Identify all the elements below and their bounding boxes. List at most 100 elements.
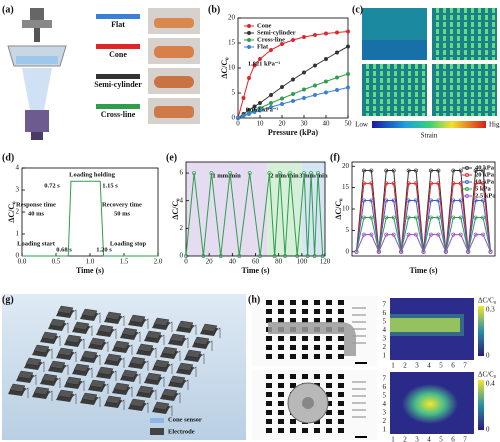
h-x-tick: 2 (403, 436, 407, 442)
data-point (335, 75, 339, 80)
cone-sensor (65, 376, 82, 386)
x-axis-label: Time (s) (409, 266, 437, 275)
panel-label: (h) (248, 294, 260, 305)
x-tick-label: 0.0 (18, 258, 27, 266)
cone-sensor (185, 349, 202, 359)
sensor-pixel (326, 354, 332, 359)
data-point (241, 114, 246, 118)
h-y-tick: 7 (383, 375, 387, 383)
cone-sensor (137, 343, 154, 353)
cone-sensor (145, 372, 162, 382)
legend-marker (247, 38, 251, 42)
data-point (313, 33, 317, 37)
cone-sensor (73, 363, 90, 373)
y-tick-label: 10 (228, 64, 236, 72)
h-x-tick: 5 (439, 362, 443, 370)
sensor-pixel (266, 401, 272, 406)
data-point (236, 116, 240, 120)
data-point (184, 254, 188, 258)
colorbar-high: Hight (489, 121, 500, 129)
plot-frame (351, 161, 496, 257)
sensor-pixel (326, 419, 332, 424)
data-point (302, 70, 306, 75)
sensor-pixel (314, 419, 320, 424)
annotation: Recovery time (102, 201, 142, 208)
data-point (384, 168, 389, 173)
sensor-pixel (278, 428, 284, 433)
colorbar-max: 0.4 (486, 380, 495, 388)
cone-sensor (81, 350, 98, 360)
cone-sensor (9, 383, 26, 393)
cone-sensor (89, 379, 106, 389)
sensor-pixel (338, 383, 344, 388)
cone-sensor (121, 327, 138, 337)
x-tick-label: 20 (279, 120, 287, 128)
y-tick-label: 5 (346, 226, 350, 234)
data-point (421, 249, 426, 254)
sensor-pixel (290, 354, 296, 359)
data-point (302, 35, 306, 39)
legend-label: 2.5 kPa (475, 192, 496, 199)
sensor-pixel (338, 374, 344, 379)
region (186, 162, 268, 256)
h-y-tick: 3 (383, 335, 387, 343)
data-point (369, 232, 374, 237)
y-tick-label: 20 (228, 14, 236, 22)
data-point (280, 102, 284, 106)
sensor-pixel (338, 345, 344, 350)
data-point (436, 181, 441, 186)
data-point (376, 249, 381, 254)
series-line (185, 172, 324, 257)
data-point (488, 249, 493, 254)
cone-sensor (49, 360, 66, 370)
y-tick-label: 2 (16, 208, 20, 216)
legend-label: 40 kPa (475, 164, 495, 171)
data-point (252, 104, 257, 109)
sensor-pixel (326, 374, 332, 379)
series-line (22, 180, 158, 257)
y-tick-label: 6 (180, 169, 184, 177)
y-axis-label: ΔC/C₀ (7, 201, 16, 223)
region-label: 1 mm/min (212, 172, 241, 179)
y-tick-label: 4 (180, 196, 184, 204)
data-point (361, 198, 366, 203)
cone-sensor (129, 314, 146, 324)
annotation: Loading stop (110, 240, 147, 247)
y-tick-label: 5 (232, 89, 236, 97)
cone-sensor (137, 385, 154, 395)
data-point (280, 42, 284, 46)
data-point (458, 198, 463, 203)
h-y-tick: 2 (383, 417, 387, 425)
x-tick-label: 0.5 (52, 258, 61, 266)
cone-sensor (177, 362, 194, 372)
sensor-pixel (290, 374, 296, 379)
sensor-pixel (278, 410, 284, 415)
data-point (369, 198, 374, 203)
data-point (269, 101, 273, 105)
data-point (391, 181, 396, 186)
cone-sensor (129, 398, 146, 408)
y-tick-label: 4 (16, 164, 20, 172)
sensor-pixel (290, 318, 296, 323)
data-point (291, 77, 295, 82)
cone-sensor (17, 370, 34, 380)
data-point (384, 232, 389, 237)
sensor-pixel (326, 428, 332, 433)
panel-label: (e) (166, 152, 177, 163)
h-x-tick: 4 (427, 362, 431, 370)
sensor-pixel (266, 392, 272, 397)
structure-bar (96, 44, 140, 49)
data-point (247, 76, 251, 80)
data-point (335, 50, 339, 55)
legend-marker (465, 166, 469, 170)
sensor-pixel (290, 419, 296, 424)
annotation: 50 ms (114, 210, 131, 217)
sensor-array (8, 305, 221, 416)
data-point (399, 249, 404, 254)
x-tick-label: 10 (257, 120, 265, 128)
data-point (451, 181, 456, 186)
cone-sensor (177, 320, 194, 330)
sensor-pixel (278, 336, 284, 341)
region-label: 2 mm/min (270, 172, 299, 179)
capacitance-maps (390, 298, 484, 434)
